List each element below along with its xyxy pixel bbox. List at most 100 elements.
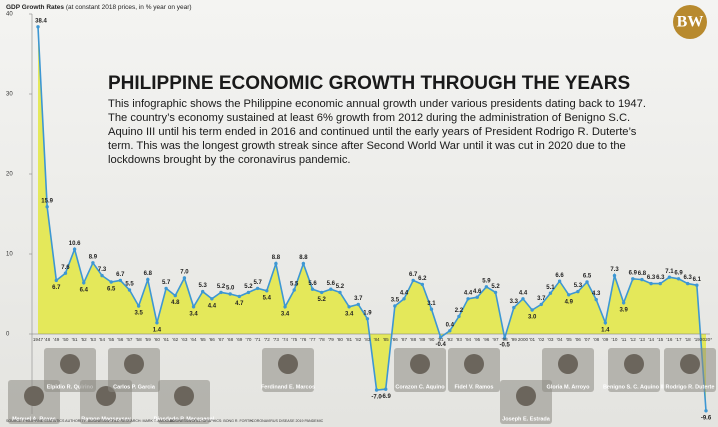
president-head bbox=[516, 386, 536, 406]
point bbox=[475, 295, 479, 299]
x-tick-label: '60 bbox=[154, 337, 160, 342]
value-label: 0.4 bbox=[446, 322, 455, 328]
value-label: 6.3 bbox=[656, 275, 665, 281]
point bbox=[484, 285, 489, 289]
footer-note: BUSINESSWORLD RESEARCH: MARK T. AMOGUIS bbox=[88, 419, 175, 423]
value-label: 4.7 bbox=[235, 301, 244, 307]
value-label: 10.6 bbox=[69, 241, 81, 247]
point bbox=[237, 294, 242, 299]
x-tick-label: '12 bbox=[630, 337, 636, 342]
x-tick-label: '77 bbox=[310, 337, 316, 342]
description-line: Aquino III until his term ended in 2016 … bbox=[108, 126, 637, 138]
point bbox=[402, 297, 406, 301]
value-label: 4.6 bbox=[473, 289, 482, 295]
x-tick-label: '19 bbox=[694, 337, 700, 342]
y-tick-label: 0 bbox=[6, 332, 10, 338]
x-tick-label: '66 bbox=[209, 337, 215, 342]
president-head bbox=[464, 354, 484, 374]
president-head bbox=[278, 354, 298, 374]
x-tick-label: '02 bbox=[538, 337, 544, 342]
president-name: Corazon C. Aquino bbox=[395, 384, 445, 390]
value-label: -9.6 bbox=[701, 415, 712, 421]
value-label: 6.2 bbox=[418, 276, 427, 282]
president-name: Rodrigo R. Duterte bbox=[666, 384, 715, 390]
area bbox=[38, 26, 706, 411]
point bbox=[539, 302, 543, 307]
y-axis-label: GDP Growth Rates (at constant 2018 price… bbox=[6, 4, 192, 11]
x-tick-label: '87 bbox=[401, 337, 407, 342]
president-name: Ferdinand E. Marcos bbox=[261, 384, 315, 390]
value-label: 5.6 bbox=[308, 281, 317, 287]
value-label: 1.4 bbox=[601, 327, 610, 333]
president-name: Manuel A. Roxas bbox=[12, 416, 56, 422]
value-label: 7.3 bbox=[610, 267, 619, 273]
x-tick-label: '57 bbox=[127, 337, 133, 342]
point bbox=[704, 409, 708, 413]
value-label: 5.2 bbox=[217, 284, 226, 290]
x-tick-label: '69 bbox=[236, 337, 242, 342]
value-label: -6.9 bbox=[381, 394, 392, 400]
point bbox=[191, 305, 196, 309]
description-line: The country’s economy sustained at least… bbox=[108, 112, 630, 124]
x-tick-label: '10 bbox=[611, 337, 617, 342]
value-label: 5.9 bbox=[482, 278, 491, 284]
x-tick-label: '05 bbox=[566, 337, 572, 342]
point bbox=[173, 293, 177, 298]
x-tick-label: '51 bbox=[72, 337, 78, 342]
value-label: 6.5 bbox=[107, 287, 116, 293]
x-tick-label: '07 bbox=[584, 337, 590, 342]
point bbox=[109, 280, 113, 284]
point bbox=[685, 281, 690, 286]
x-tick-label: '59 bbox=[145, 337, 151, 342]
value-label: 15.9 bbox=[41, 198, 53, 204]
point bbox=[246, 290, 251, 295]
value-label: 3.9 bbox=[619, 307, 628, 313]
point bbox=[265, 289, 269, 293]
value-label: -0.4 bbox=[435, 342, 446, 348]
value-label: 4.9 bbox=[565, 299, 574, 305]
president-name: Fidel V. Ramos bbox=[455, 384, 494, 390]
point bbox=[502, 336, 507, 340]
x-tick-label: '97 bbox=[493, 337, 499, 342]
value-label: 2.2 bbox=[455, 308, 464, 314]
point bbox=[91, 261, 95, 265]
value-label: 4.4 bbox=[400, 290, 409, 296]
value-label: 3.7 bbox=[354, 296, 363, 302]
value-label: 5.7 bbox=[253, 280, 262, 286]
value-label: 6.4 bbox=[80, 287, 89, 293]
value-label: 5.7 bbox=[162, 280, 171, 286]
x-tick-label: '84 bbox=[374, 337, 380, 342]
x-tick-label: '99 bbox=[511, 337, 517, 342]
x-tick-label: '81 bbox=[346, 337, 352, 342]
x-tick-label: '91 bbox=[438, 337, 444, 342]
x-tick-label: '04 bbox=[557, 337, 563, 342]
value-label: 5.3 bbox=[199, 283, 208, 289]
x-tick-label: '06 bbox=[575, 337, 581, 342]
value-label: -0.5 bbox=[500, 343, 511, 349]
point bbox=[255, 286, 260, 291]
x-tick-label: '88 bbox=[410, 337, 416, 342]
x-tick-label: '85 bbox=[383, 337, 389, 342]
value-label: 1.9 bbox=[363, 310, 372, 316]
point bbox=[228, 292, 232, 296]
x-tick-label: '03 bbox=[547, 337, 553, 342]
x-tick-label: '58 bbox=[136, 337, 142, 342]
x-tick-label: '08 bbox=[593, 337, 599, 342]
value-label: 8.8 bbox=[299, 255, 308, 261]
point bbox=[146, 277, 150, 282]
point bbox=[658, 281, 662, 286]
value-label: 3.4 bbox=[189, 311, 198, 317]
x-tick-label: '17 bbox=[676, 337, 682, 342]
description-line: lockdowns brought by the coronavirus pan… bbox=[108, 154, 351, 166]
president-head bbox=[60, 354, 80, 374]
point bbox=[576, 289, 580, 294]
y-axis-sublabel: (at constant 2018 prices, in % year on y… bbox=[66, 4, 192, 11]
x-tick-label: '09 bbox=[602, 337, 608, 342]
point bbox=[36, 25, 40, 29]
value-label: 6.9 bbox=[674, 270, 683, 276]
point bbox=[374, 388, 379, 392]
point bbox=[567, 293, 571, 297]
point bbox=[319, 290, 324, 295]
x-tick-label: '82 bbox=[355, 337, 361, 342]
president-name: Elpidio R. Quirino bbox=[47, 384, 94, 390]
